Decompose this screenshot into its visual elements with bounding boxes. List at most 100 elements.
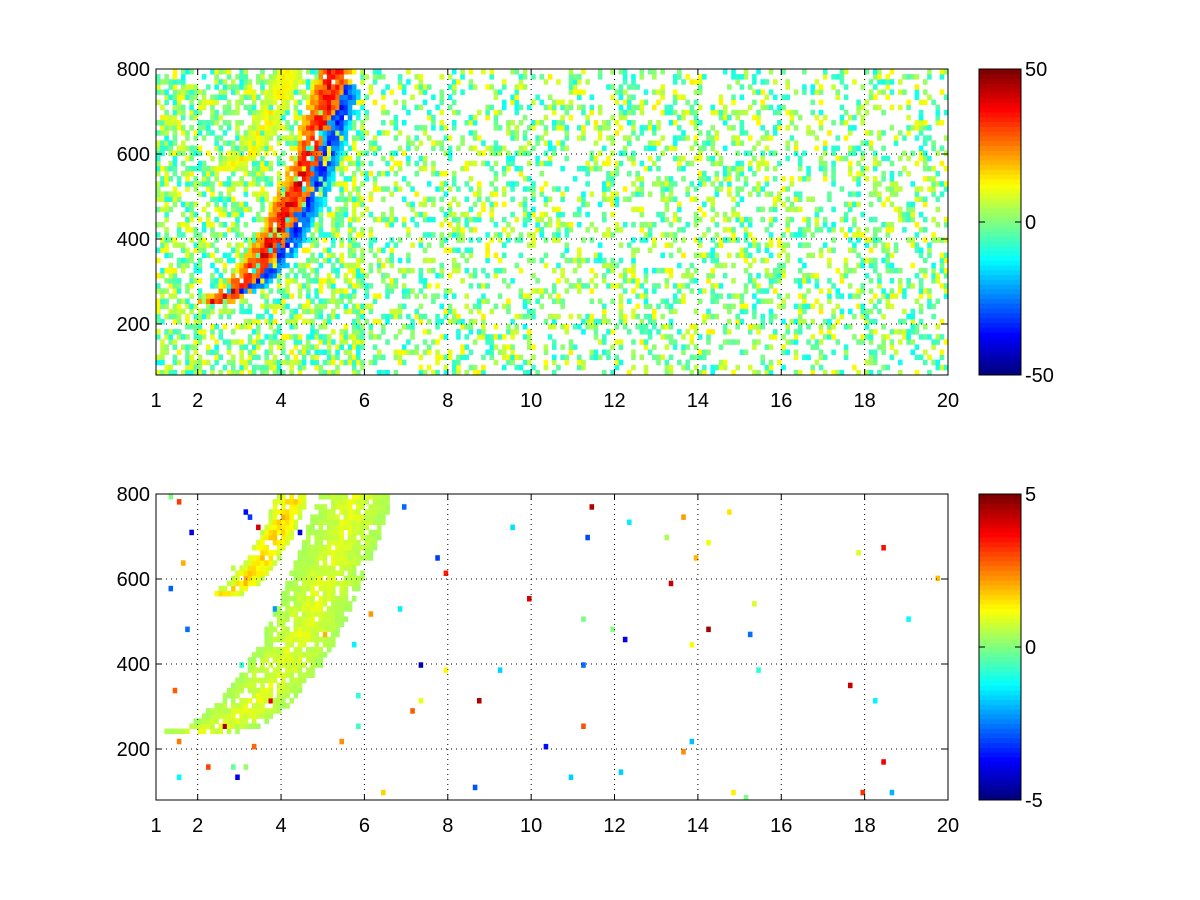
heatmap-cell [597,135,603,141]
heatmap-cell [226,580,232,587]
heatmap-cell [818,165,824,172]
heatmap-cell [289,227,294,233]
heatmap-cell [360,283,365,289]
heatmap-cell [935,196,941,202]
heatmap-cell [243,262,249,269]
heatmap-cell [251,703,257,709]
heatmap-cell [360,69,365,75]
heatmap-cell [460,344,465,350]
heatmap-cell [852,145,857,151]
heatmap-cell [535,120,540,126]
heatmap-cell [693,155,699,162]
heatmap-cell [927,74,932,80]
heatmap-cell [510,329,515,335]
y-tick-label: 600 [117,144,150,166]
heatmap-cell [727,114,732,121]
heatmap-cell [226,278,232,284]
heatmap-cell [714,252,720,259]
heatmap-cell [351,145,357,151]
heatmap-cell [510,359,515,366]
heatmap-cell [197,267,203,274]
heatmap-cell [493,344,499,350]
heatmap-cell [356,114,361,121]
heatmap-cell [206,298,211,304]
heatmap-cell [381,171,386,177]
heatmap-cell [347,247,353,253]
heatmap-cell [906,339,911,345]
heatmap-cell [160,354,165,361]
heatmap-cell [368,211,374,218]
heatmap-cell [201,181,207,187]
heatmap-cell [418,242,424,248]
heatmap-cell [781,349,786,355]
heatmap-cell [160,181,165,187]
heatmap-cell [456,364,461,371]
heatmap-cell [681,94,686,100]
heatmap-cell [902,216,907,223]
heatmap-cell [285,99,290,106]
heatmap-cell [731,262,736,269]
heatmap-cell [397,359,403,366]
heatmap-cell [577,79,582,85]
heatmap-cell [843,216,849,223]
heatmap-cell [214,114,219,121]
heatmap-cell [889,186,895,192]
heatmap-cell [497,334,503,340]
heatmap-cell [481,369,486,376]
heatmap-cell [243,130,249,136]
heatmap-cell [189,344,194,350]
heatmap-cell [264,160,269,167]
heatmap-cell [564,247,570,253]
heatmap-cell [506,324,511,330]
heatmap-cell [339,130,344,136]
heatmap-cell [560,196,565,202]
heatmap-cell [197,150,203,157]
heatmap-cell [914,160,920,167]
heatmap-cell [339,191,344,197]
heatmap-cell [897,79,903,85]
heatmap-cell [293,237,299,243]
heatmap-cell [439,232,445,238]
heatmap-cell [301,114,307,121]
heatmap-cell [318,211,324,218]
heatmap-cell [543,181,549,187]
heatmap-cell [881,293,886,299]
heatmap-cell [181,69,186,75]
heatmap-cell [243,79,249,85]
heatmap-cell [564,278,570,284]
heatmap-cell [768,216,774,223]
heatmap-cell [401,303,407,310]
heatmap-cell [243,145,249,151]
heatmap-cell [768,69,774,75]
heatmap-cell [193,369,199,376]
heatmap-cell [389,211,394,218]
heatmap-cell [897,89,903,95]
heatmap-cell [447,354,453,361]
heatmap-cell [839,227,845,233]
heatmap-cell [943,364,949,371]
heatmap-cell [660,181,665,187]
heatmap-cell [785,145,790,151]
heatmap-cell [531,313,536,320]
heatmap-cell [260,79,265,85]
heatmap-cell [731,339,736,345]
heatmap-cell [652,354,657,361]
heatmap-cell [606,329,611,335]
colorbar-swatch [979,78,1021,84]
heatmap-cell [235,687,240,694]
heatmap-cell [156,165,161,172]
heatmap-cell [360,201,365,208]
heatmap-cell [939,267,945,274]
heatmap-cell [885,222,891,228]
heatmap-cell [451,69,457,75]
heatmap-cell [426,232,432,238]
y-tick-label: 800 [117,59,150,81]
heatmap-cell [181,344,186,350]
heatmap-cell [326,94,332,100]
heatmap-cell [547,293,553,299]
heatmap-cell [852,216,857,223]
heatmap-cell [681,165,686,172]
x-tick-label: 20 [937,390,959,412]
heatmap-cell [922,237,928,243]
heatmap-cell [881,155,886,162]
